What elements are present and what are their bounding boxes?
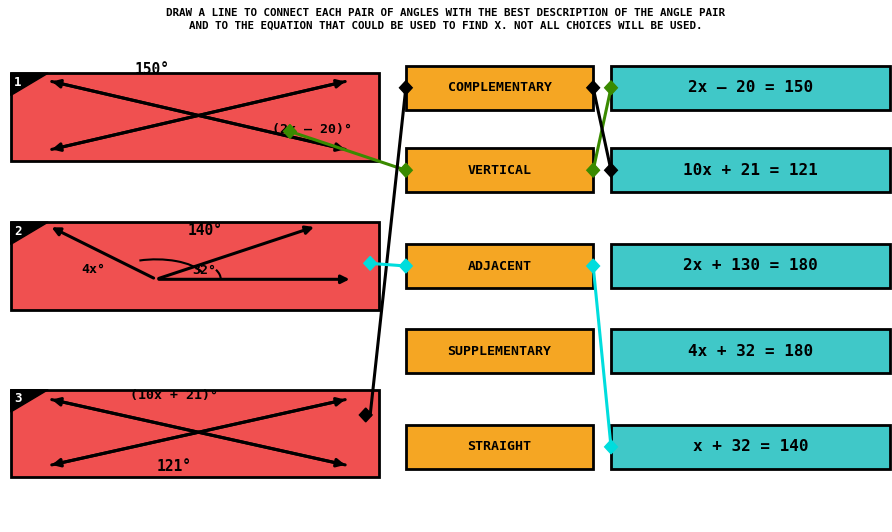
Text: 3: 3 [14, 393, 21, 405]
Polygon shape [587, 81, 599, 95]
Text: (2x – 20)°: (2x – 20)° [272, 123, 352, 136]
Polygon shape [11, 389, 48, 412]
Text: COMPLEMENTARY: COMPLEMENTARY [448, 81, 551, 94]
Text: 2: 2 [14, 225, 21, 238]
Polygon shape [605, 163, 617, 177]
Bar [11, 222, 379, 310]
Bar [11, 73, 379, 161]
Bar [611, 329, 890, 373]
Polygon shape [400, 81, 412, 95]
Text: SUPPLEMENTARY: SUPPLEMENTARY [448, 345, 551, 358]
Bar [11, 389, 379, 478]
Text: 1: 1 [14, 76, 21, 89]
Bar [406, 425, 593, 469]
Text: 2x + 130 = 180: 2x + 130 = 180 [683, 259, 818, 273]
Text: 10x + 21 = 121: 10x + 21 = 121 [683, 163, 818, 178]
Text: x + 32 = 140: x + 32 = 140 [693, 439, 808, 454]
Text: 121°: 121° [156, 459, 192, 474]
Polygon shape [587, 163, 599, 177]
Polygon shape [11, 222, 48, 245]
Text: VERTICAL: VERTICAL [467, 164, 532, 177]
Bar [611, 66, 890, 110]
Text: 2x – 20 = 150: 2x – 20 = 150 [688, 80, 814, 95]
Text: (10x + 21)°: (10x + 21)° [130, 389, 218, 402]
Text: 4x°: 4x° [82, 263, 105, 276]
Bar [406, 66, 593, 110]
Text: AND TO THE EQUATION THAT COULD BE USED TO FIND X. NOT ALL CHOICES WILL BE USED.: AND TO THE EQUATION THAT COULD BE USED T… [189, 20, 703, 30]
Polygon shape [400, 163, 412, 177]
Bar [406, 148, 593, 192]
Text: 150°: 150° [134, 62, 169, 77]
Text: STRAIGHT: STRAIGHT [467, 440, 532, 453]
Polygon shape [605, 81, 617, 95]
Text: ADJACENT: ADJACENT [467, 260, 532, 272]
Text: 4x + 32 = 180: 4x + 32 = 180 [688, 344, 814, 359]
Polygon shape [359, 408, 372, 422]
Polygon shape [284, 124, 296, 138]
Text: 140°: 140° [187, 223, 222, 238]
Polygon shape [587, 259, 599, 273]
Polygon shape [364, 256, 376, 270]
Bar [611, 244, 890, 288]
Text: 32°: 32° [192, 264, 216, 277]
Polygon shape [11, 73, 48, 96]
Bar [406, 244, 593, 288]
Bar [406, 329, 593, 373]
Text: DRAW A LINE TO CONNECT EACH PAIR OF ANGLES WITH THE BEST DESCRIPTION OF THE ANGL: DRAW A LINE TO CONNECT EACH PAIR OF ANGL… [167, 8, 725, 18]
Bar [611, 425, 890, 469]
Bar [611, 148, 890, 192]
Polygon shape [400, 259, 412, 273]
Polygon shape [605, 440, 617, 454]
